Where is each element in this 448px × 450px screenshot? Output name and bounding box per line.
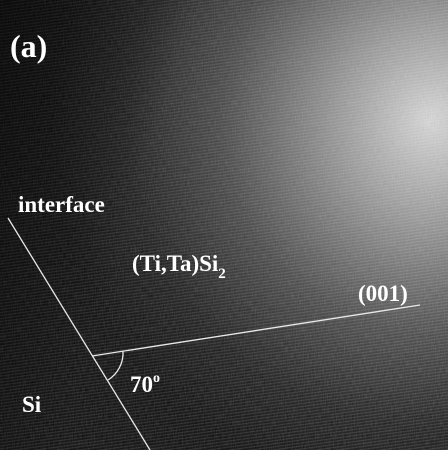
film-subscript: 2 — [218, 266, 226, 282]
micrograph: (a) interface (Ti,Ta)Si2 (001) 70o Si — [0, 0, 448, 450]
interface-label: interface — [18, 192, 105, 217]
film-text: (Ti,Ta)Si — [132, 251, 219, 276]
substrate-label: Si — [22, 392, 42, 417]
plane-label: (001) — [358, 281, 408, 306]
panel-label: (a) — [10, 28, 47, 64]
angle-text: 70 — [130, 372, 153, 397]
angle-superscript: o — [153, 371, 160, 386]
shade — [0, 0, 448, 450]
